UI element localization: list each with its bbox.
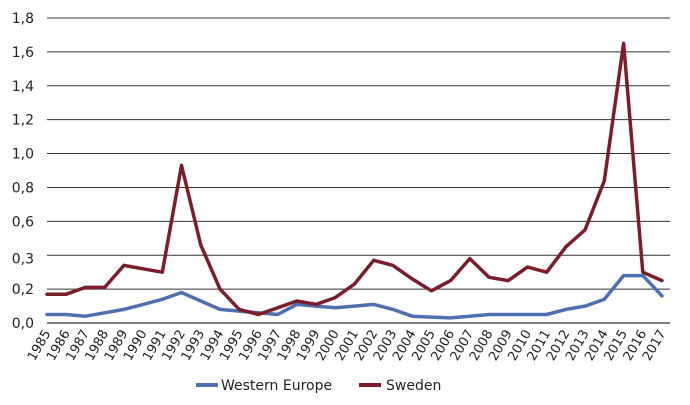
- y-tick-label: 1,2: [12, 113, 34, 129]
- y-tick-label: 0,2: [12, 282, 34, 298]
- legend-label-western-europe: Western Europe: [221, 378, 332, 394]
- legend: Western Europe Sweden: [196, 378, 441, 394]
- y-tick-label: 1,4: [12, 79, 34, 95]
- grid-layer: [47, 17, 670, 324]
- y-tick-label: 1,8: [12, 11, 34, 27]
- series-layer: [45, 41, 664, 320]
- y-tick-label: 0,0: [12, 316, 34, 332]
- y-tick-labels: 0,0 0,2 0,3 0,6 0,8 1,0 1,2 1,4 1,6 1,8: [12, 11, 34, 332]
- x-tick-labels: 1985198619871988198919901991199219931994…: [25, 328, 670, 364]
- series-line-sweden: [45, 41, 664, 317]
- y-tick-label: 0,8: [12, 180, 34, 196]
- series-line-western-europe: [45, 273, 664, 320]
- legend-label-sweden: Sweden: [386, 378, 441, 394]
- y-tick-label: 1,6: [12, 45, 34, 61]
- y-tick-label: 0,6: [12, 214, 34, 230]
- y-tick-label: 0,3: [12, 252, 34, 268]
- y-tick-label: 1,0: [12, 147, 34, 163]
